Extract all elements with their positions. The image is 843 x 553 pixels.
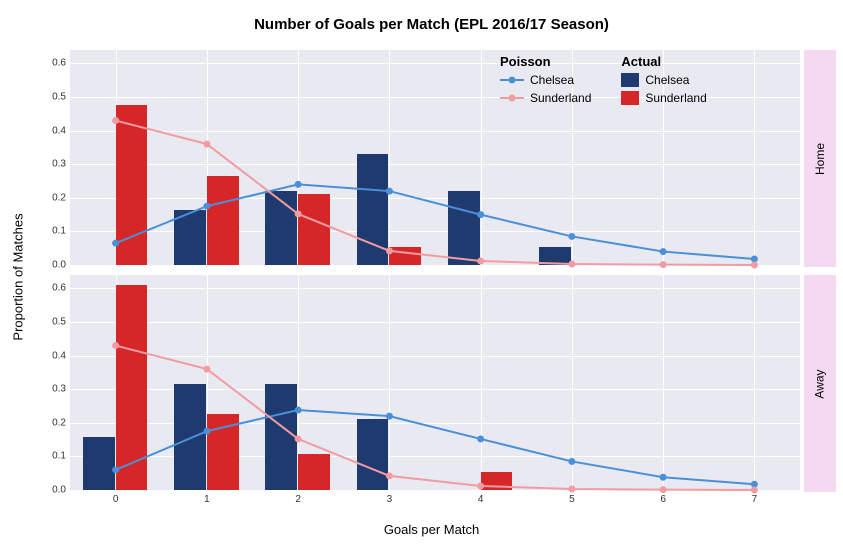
gridline-v bbox=[754, 275, 755, 490]
xtick-label: 2 bbox=[295, 490, 301, 505]
gridline-h bbox=[70, 265, 800, 266]
gridline-v bbox=[481, 50, 482, 265]
gridline-v bbox=[663, 275, 664, 490]
chart-panel-away: 0.00.10.20.30.40.50.601234567 bbox=[70, 275, 800, 490]
ytick-label: 0.1 bbox=[52, 451, 70, 462]
ytick-label: 0.0 bbox=[52, 485, 70, 496]
legend-col-actual: Actual Chelsea Sunderland bbox=[621, 54, 706, 107]
ytick-label: 0.2 bbox=[52, 417, 70, 428]
legend-label: Chelsea bbox=[645, 73, 689, 87]
ytick-label: 0.3 bbox=[52, 384, 70, 395]
xtick-label: 6 bbox=[660, 490, 666, 505]
ytick-label: 0.2 bbox=[52, 192, 70, 203]
bar-sunderland bbox=[389, 247, 421, 265]
bar-chelsea bbox=[357, 154, 389, 265]
ytick-label: 0.6 bbox=[52, 283, 70, 294]
gridline-v bbox=[389, 50, 390, 265]
gridline-v bbox=[572, 275, 573, 490]
bar-chelsea bbox=[265, 191, 297, 265]
chart-title: Number of Goals per Match (EPL 2016/17 S… bbox=[10, 16, 843, 33]
legend-line-swatch bbox=[500, 79, 524, 81]
y-axis-label: Proportion of Matches bbox=[11, 213, 26, 340]
bar-chelsea bbox=[357, 419, 389, 490]
legend-label: Sunderland bbox=[530, 91, 591, 105]
gridline-h bbox=[70, 198, 800, 199]
bar-chelsea bbox=[174, 384, 206, 490]
ytick-label: 0.4 bbox=[52, 350, 70, 361]
bar-sunderland bbox=[481, 472, 513, 490]
xtick-label: 3 bbox=[387, 490, 393, 505]
legend-item-sunderland: Sunderland bbox=[621, 89, 706, 107]
chart-root: Number of Goals per Match (EPL 2016/17 S… bbox=[10, 10, 843, 543]
legend-item-sunderland: Sunderland bbox=[500, 89, 591, 107]
ytick-label: 0.3 bbox=[52, 159, 70, 170]
xtick-label: 0 bbox=[113, 490, 119, 505]
ytick-label: 0.0 bbox=[52, 260, 70, 271]
legend-title: Actual bbox=[621, 54, 706, 69]
gridline-h bbox=[70, 322, 800, 323]
facet-label-away: Away bbox=[804, 275, 836, 492]
bar-chelsea bbox=[174, 210, 206, 265]
gridline-v bbox=[481, 275, 482, 490]
bar-chelsea bbox=[539, 247, 571, 265]
legend-item-chelsea: Chelsea bbox=[621, 71, 706, 89]
legend-line-swatch bbox=[500, 97, 524, 99]
x-axis-label: Goals per Match bbox=[10, 522, 843, 537]
legend-label: Chelsea bbox=[530, 73, 574, 87]
ytick-label: 0.5 bbox=[52, 317, 70, 328]
legend-label: Sunderland bbox=[645, 91, 706, 105]
xtick-label: 4 bbox=[478, 490, 484, 505]
gridline-h bbox=[70, 288, 800, 289]
ytick-label: 0.1 bbox=[52, 226, 70, 237]
xtick-label: 1 bbox=[204, 490, 210, 505]
bar-sunderland bbox=[298, 454, 330, 490]
gridline-v bbox=[389, 275, 390, 490]
xtick-label: 7 bbox=[752, 490, 758, 505]
bar-sunderland bbox=[116, 105, 148, 265]
bar-chelsea bbox=[448, 191, 480, 265]
gridline-h bbox=[70, 164, 800, 165]
ytick-label: 0.5 bbox=[52, 92, 70, 103]
gridline-h bbox=[70, 131, 800, 132]
bar-sunderland bbox=[298, 194, 330, 265]
legend-bar-swatch bbox=[621, 73, 639, 87]
legend: Poisson Chelsea Sunderland Actual Chelsea Sun… bbox=[500, 54, 707, 107]
bar-chelsea bbox=[265, 384, 297, 490]
bar-sunderland bbox=[207, 176, 239, 265]
legend-item-chelsea: Chelsea bbox=[500, 71, 591, 89]
facet-label-home: Home bbox=[804, 50, 836, 267]
legend-bar-swatch bbox=[621, 91, 639, 105]
gridline-h bbox=[70, 356, 800, 357]
bar-sunderland bbox=[207, 414, 239, 490]
legend-title: Poisson bbox=[500, 54, 591, 69]
legend-col-poisson: Poisson Chelsea Sunderland bbox=[500, 54, 591, 107]
bar-sunderland bbox=[116, 285, 148, 490]
ytick-label: 0.4 bbox=[52, 125, 70, 136]
bar-chelsea bbox=[83, 437, 115, 490]
gridline-h bbox=[70, 490, 800, 491]
ytick-label: 0.6 bbox=[52, 58, 70, 69]
gridline-v bbox=[754, 50, 755, 265]
xtick-label: 5 bbox=[569, 490, 575, 505]
